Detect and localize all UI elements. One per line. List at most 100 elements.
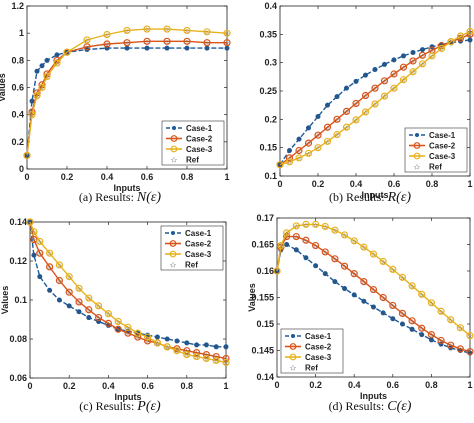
data-point-case-3 bbox=[134, 329, 142, 337]
data-point-case-1 bbox=[399, 321, 405, 327]
data-point-case-2 bbox=[369, 285, 378, 294]
data-point-case-3 bbox=[183, 26, 191, 35]
legend-marker: ☆ bbox=[289, 364, 296, 373]
data-point-case-1 bbox=[382, 61, 387, 67]
ref-point: ☆ bbox=[24, 153, 29, 160]
ref-point: ☆ bbox=[204, 356, 209, 363]
data-point-case-3 bbox=[340, 231, 349, 239]
data-point-case-2 bbox=[466, 30, 474, 38]
y-tick-label: 1.2 bbox=[11, 1, 24, 11]
y-axis-label: Values bbox=[0, 286, 10, 315]
ref-point: ☆ bbox=[54, 52, 59, 59]
data-point-case-3 bbox=[33, 92, 41, 100]
ref-point: ☆ bbox=[204, 342, 209, 349]
data-point-case-2 bbox=[312, 241, 320, 250]
ref-point: ☆ bbox=[363, 109, 368, 116]
ref-point: ☆ bbox=[344, 125, 349, 132]
data-point-case-3 bbox=[466, 27, 474, 36]
data-point-case-2 bbox=[380, 77, 389, 85]
caption-label: (c) Results: bbox=[79, 399, 137, 413]
ref-point: ☆ bbox=[306, 125, 311, 132]
legend-label: Case-3 bbox=[305, 353, 332, 362]
data-point-case-2 bbox=[143, 37, 151, 45]
data-point-case-3 bbox=[283, 229, 291, 237]
data-point-case-1 bbox=[203, 342, 209, 348]
data-point-case-2 bbox=[389, 301, 397, 310]
data-point-case-2 bbox=[304, 139, 313, 147]
data-point-case-2 bbox=[212, 352, 220, 361]
data-point-case-2 bbox=[104, 319, 113, 327]
data-point-case-2 bbox=[379, 293, 387, 302]
data-point-case-2 bbox=[203, 39, 211, 47]
data-point-case-3 bbox=[223, 29, 231, 37]
data-point-case-3 bbox=[428, 52, 436, 60]
data-point-case-2 bbox=[103, 40, 111, 48]
series-line-case-3 bbox=[279, 30, 471, 166]
ref-point: ☆ bbox=[67, 290, 72, 297]
ref-point: ☆ bbox=[155, 340, 160, 347]
series-line-case-3 bbox=[276, 223, 471, 337]
ref-point: ☆ bbox=[155, 340, 160, 347]
ref-point: ☆ bbox=[184, 46, 189, 53]
data-point-case-2 bbox=[409, 57, 417, 65]
ref-point: ☆ bbox=[155, 335, 160, 342]
x-tick-label: 1 bbox=[224, 172, 229, 182]
data-point-case-2 bbox=[323, 123, 332, 131]
chart-panel-1: 0 0.2 0.4 0.6 0.8 1 0 0.2 0.4 0.6 0.8 1 1.2 Inputs Val… bbox=[0, 1, 231, 205]
legend-marker bbox=[172, 126, 176, 130]
ref-point: ☆ bbox=[294, 247, 299, 254]
data-point-case-3 bbox=[312, 220, 320, 228]
data-point-case-3 bbox=[371, 100, 379, 108]
y-tick-label: 0.145 bbox=[251, 346, 274, 356]
legend-marker bbox=[169, 240, 177, 247]
caption-math: P(ε) bbox=[136, 399, 161, 414]
ref-point: ☆ bbox=[323, 271, 328, 278]
y-tick-label: 0.17 bbox=[256, 213, 274, 223]
ref-point: ☆ bbox=[204, 40, 209, 47]
ref-point: ☆ bbox=[353, 101, 358, 108]
data-point-case-3 bbox=[302, 220, 310, 228]
x-tick-label: 0.2 bbox=[312, 179, 325, 189]
ref-point: ☆ bbox=[96, 315, 101, 322]
data-point-case-3 bbox=[295, 154, 303, 162]
ref-point: ☆ bbox=[277, 162, 282, 169]
data-point-case-2 bbox=[144, 337, 152, 345]
ref-point: ☆ bbox=[144, 27, 149, 34]
ref-point: ☆ bbox=[184, 340, 189, 347]
data-point-case-3 bbox=[30, 228, 38, 236]
ref-point: ☆ bbox=[372, 102, 377, 109]
data-point-case-2 bbox=[408, 317, 416, 325]
legend-label: Ref bbox=[186, 156, 199, 165]
data-point-case-2 bbox=[350, 270, 358, 278]
ref-point: ☆ bbox=[391, 57, 396, 64]
ref-point: ☆ bbox=[409, 318, 414, 325]
ref-point: ☆ bbox=[361, 299, 366, 306]
y-tick-label: 0.6 bbox=[11, 83, 24, 93]
y-tick-label: 0.4 bbox=[11, 110, 24, 120]
ref-point: ☆ bbox=[37, 251, 42, 258]
ref-point: ☆ bbox=[382, 94, 387, 101]
data-point-case-3 bbox=[36, 237, 44, 246]
ref-point: ☆ bbox=[194, 354, 199, 361]
y-tick-label: 0.1 bbox=[14, 295, 27, 305]
data-point-case-1 bbox=[372, 66, 378, 72]
ref-point: ☆ bbox=[334, 94, 339, 101]
caption-label: (a) Results: bbox=[79, 190, 137, 204]
legend-marker bbox=[170, 135, 178, 142]
ref-point: ☆ bbox=[303, 222, 308, 229]
ref-point: ☆ bbox=[323, 224, 328, 231]
ref-point: ☆ bbox=[224, 31, 229, 38]
data-point-case-3 bbox=[273, 267, 281, 275]
ref-point: ☆ bbox=[409, 283, 414, 290]
ref-point: ☆ bbox=[145, 335, 150, 342]
ref-point: ☆ bbox=[448, 317, 453, 324]
ref-point: ☆ bbox=[47, 251, 52, 258]
chart-panel-3: 0 0.2 0.4 0.6 0.8 1 0.06 0.08 0.1 0.12 0.14 Inputs V… bbox=[0, 217, 230, 414]
ref-point: ☆ bbox=[277, 162, 282, 169]
legend-marker bbox=[415, 133, 419, 137]
ref-point: ☆ bbox=[458, 325, 463, 332]
ref-point: ☆ bbox=[296, 155, 301, 162]
data-point-case-1 bbox=[322, 271, 328, 277]
